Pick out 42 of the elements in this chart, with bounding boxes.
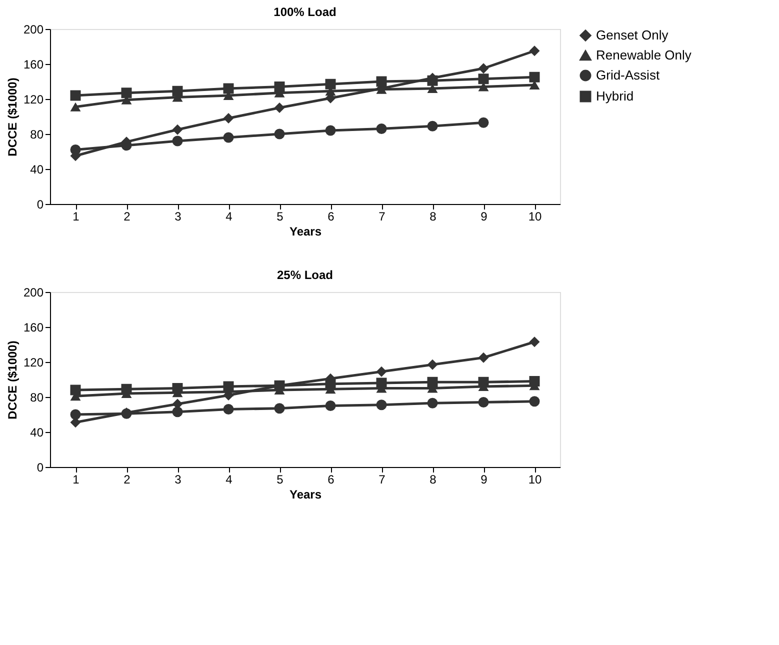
x-tick-label: 1 [72, 472, 80, 486]
x-tick-label: 2 [124, 210, 131, 224]
y-tick-label: 40 [30, 162, 44, 176]
x-tick-label: 9 [480, 472, 488, 486]
chart-title: 100% Load [274, 5, 336, 19]
y-tick-label: 200 [23, 22, 44, 36]
x-tick-label: 5 [276, 472, 284, 486]
x-tick-label: 4 [226, 210, 233, 224]
chart-title: 25% Load [276, 268, 334, 282]
x-tick-label: 7 [378, 472, 386, 486]
x-tick-label: 8 [430, 472, 437, 486]
y-tick-label: 40 [30, 426, 44, 440]
x-axis-title: Years [289, 488, 322, 502]
legend-label: Genset Only [596, 28, 669, 42]
x-tick-label: 6 [328, 210, 335, 224]
x-tick-label: 5 [276, 210, 284, 224]
x-tick-label: 9 [480, 210, 488, 224]
y-axis-title: DCCE ($1000) [5, 340, 20, 420]
legend-label: Hybrid [596, 88, 634, 104]
y-tick-label: 160 [23, 58, 44, 72]
x-axis-title: Years [289, 224, 322, 238]
x-tick-label: 7 [378, 210, 386, 224]
x-tick-label: 1 [72, 210, 80, 224]
y-tick-label: 0 [36, 460, 44, 474]
legend-label: Grid-Assist [596, 68, 660, 82]
x-tick-label: 10 [528, 472, 542, 486]
y-tick-label: 200 [23, 286, 44, 300]
y-tick-label: 160 [23, 320, 44, 334]
x-tick-label: 8 [430, 210, 437, 224]
y-tick-label: 80 [30, 390, 44, 404]
y-tick-label: 80 [30, 128, 44, 142]
y-tick-label: 0 [36, 198, 44, 212]
x-tick-label: 2 [124, 472, 131, 486]
y-tick-label: 120 [23, 356, 44, 370]
y-tick-label: 120 [23, 92, 44, 106]
x-tick-label: 4 [226, 472, 233, 486]
x-tick-label: 3 [174, 210, 182, 224]
x-tick-label: 10 [528, 210, 542, 224]
legend-label: Renewable Only [596, 48, 692, 62]
y-axis-title: DCCE ($1000) [5, 78, 20, 156]
x-tick-label: 6 [328, 472, 335, 486]
x-tick-label: 3 [174, 472, 182, 486]
